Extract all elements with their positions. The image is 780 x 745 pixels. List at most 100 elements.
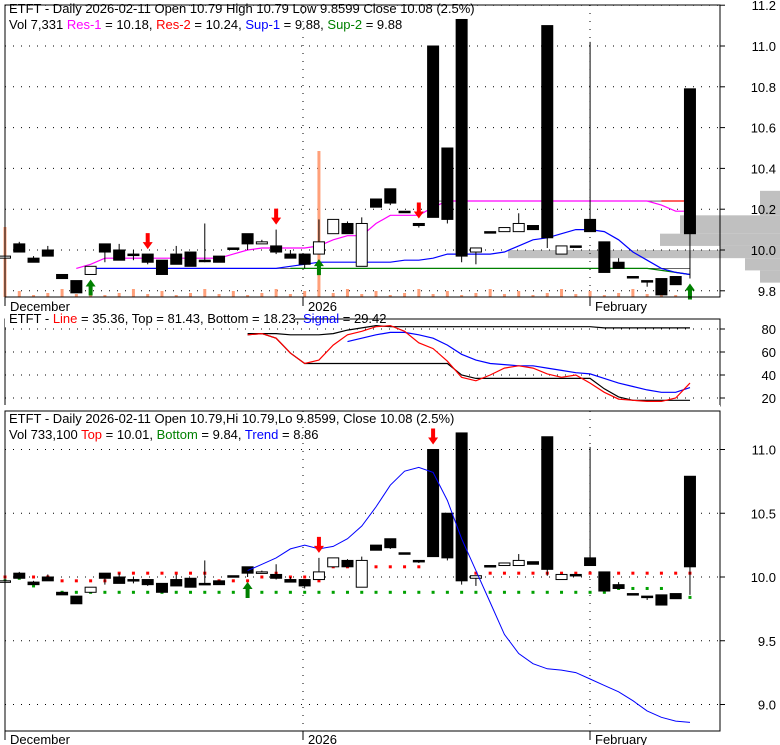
price-panel-2-header-line: Vol 733,100 Top = 10.01, Bottom = 9.84, …	[9, 427, 319, 442]
volume-bar	[331, 293, 335, 297]
volume-bar	[274, 289, 278, 297]
top-dot	[574, 571, 578, 575]
bottom-dot	[131, 590, 135, 594]
header-bg	[5, 313, 295, 327]
price-panel-frame	[4, 4, 721, 298]
price-candle	[198, 259, 211, 263]
header-segment: Bottom	[157, 427, 198, 442]
volume-bar	[345, 289, 349, 297]
price2-candle	[270, 573, 283, 579]
volume-bar	[631, 289, 635, 297]
top-dot	[89, 579, 93, 583]
volume-bar	[203, 289, 207, 297]
bottom-dot	[560, 590, 564, 594]
top-dot	[388, 565, 392, 569]
price-candle	[427, 45, 440, 218]
price2-candle	[170, 579, 183, 587]
volume-bar	[174, 295, 178, 297]
volume-profile-bar	[760, 270, 780, 283]
buy-arrow-icon	[85, 279, 96, 296]
price-candle	[184, 251, 197, 267]
bottom-dot	[345, 590, 349, 594]
top-dot	[674, 571, 678, 575]
x-axis-label: December	[10, 299, 71, 314]
bottom-dot	[574, 590, 578, 594]
price2-candle	[427, 449, 440, 558]
price-candle	[255, 241, 268, 245]
buy-arrow-icon	[242, 582, 253, 598]
price-candle	[127, 253, 140, 257]
header-segment: Line	[53, 311, 78, 326]
oscillator-top-line	[247, 324, 690, 336]
volume-bar	[288, 294, 292, 297]
price-candle	[512, 222, 525, 233]
price2-candle	[555, 573, 568, 581]
price-candle	[284, 253, 297, 259]
price-candle	[683, 88, 696, 235]
volume-bar	[131, 289, 135, 297]
price2-candle	[312, 571, 325, 581]
top-dot	[246, 579, 250, 583]
header-segment: Trend	[245, 427, 278, 442]
top-dot	[517, 571, 521, 575]
bottom-dot	[417, 590, 421, 594]
bottom-dot	[117, 590, 121, 594]
price2-candle	[683, 475, 696, 568]
header-segment: Sup-1	[245, 17, 280, 32]
volume-bar	[360, 294, 364, 297]
buy-arrow-icon	[684, 283, 695, 300]
volume-bar	[403, 293, 407, 297]
bottom-dot	[460, 590, 464, 594]
volume-profile-bar	[720, 245, 780, 250]
price2-candle	[227, 575, 240, 578]
price2-candle	[327, 557, 340, 568]
price2-candle	[213, 580, 226, 586]
bottom-dot	[203, 590, 207, 594]
volume-bar	[517, 291, 521, 297]
price-panel-header-line: ETFT - Daily 2026-02-11 Open 10.79 High …	[9, 1, 475, 16]
volume-bar	[46, 293, 50, 297]
volume-bar	[502, 294, 506, 297]
price2-candle	[298, 579, 311, 587]
bottom-dot	[288, 590, 292, 594]
price-candle	[56, 273, 69, 280]
header-segment: Vol 733,100	[9, 427, 81, 442]
price-candle	[569, 245, 582, 248]
volume-bar	[460, 295, 464, 297]
oscillator-bottom-line	[247, 332, 690, 401]
volume-bar	[32, 295, 36, 297]
price2-candle	[641, 595, 654, 599]
volume-bar	[645, 294, 649, 297]
volume-bar	[60, 289, 64, 297]
price2-candle	[526, 561, 539, 565]
bottom-dot	[545, 590, 549, 594]
price2-candle	[341, 559, 354, 568]
price2-candle	[669, 593, 682, 600]
bottom-dot	[488, 590, 492, 594]
price-panel-2-frame	[4, 410, 721, 732]
top-dot	[303, 575, 307, 579]
header-segment: Signal	[303, 311, 339, 326]
volume-bar	[17, 291, 21, 297]
price-candle	[370, 198, 383, 208]
bottom-dot	[231, 590, 235, 594]
top-dot	[131, 571, 135, 575]
top-dot	[146, 571, 150, 575]
price-axis-tick-label: 9.8	[758, 284, 776, 299]
x-axis-label: February	[595, 299, 648, 314]
sell-arrow-icon	[413, 202, 424, 219]
price2-candle	[84, 586, 97, 593]
bottom-dot	[688, 595, 692, 599]
price2-candle	[198, 582, 211, 586]
price-axis-tick-label: 11.0	[752, 39, 776, 54]
top-dot	[403, 565, 407, 569]
bottom-dot	[602, 590, 606, 594]
price-panel-header-line: Vol 7,331 Res-1 = 10.18, Res-2 = 10.24, …	[9, 17, 402, 32]
price-candle	[655, 278, 668, 296]
price2-candle	[184, 577, 197, 588]
price2-candle	[398, 552, 411, 555]
top-dot	[260, 575, 264, 579]
volume-bar	[246, 295, 250, 297]
price-candle	[526, 225, 539, 231]
header-segment: = 9.88	[362, 17, 402, 32]
